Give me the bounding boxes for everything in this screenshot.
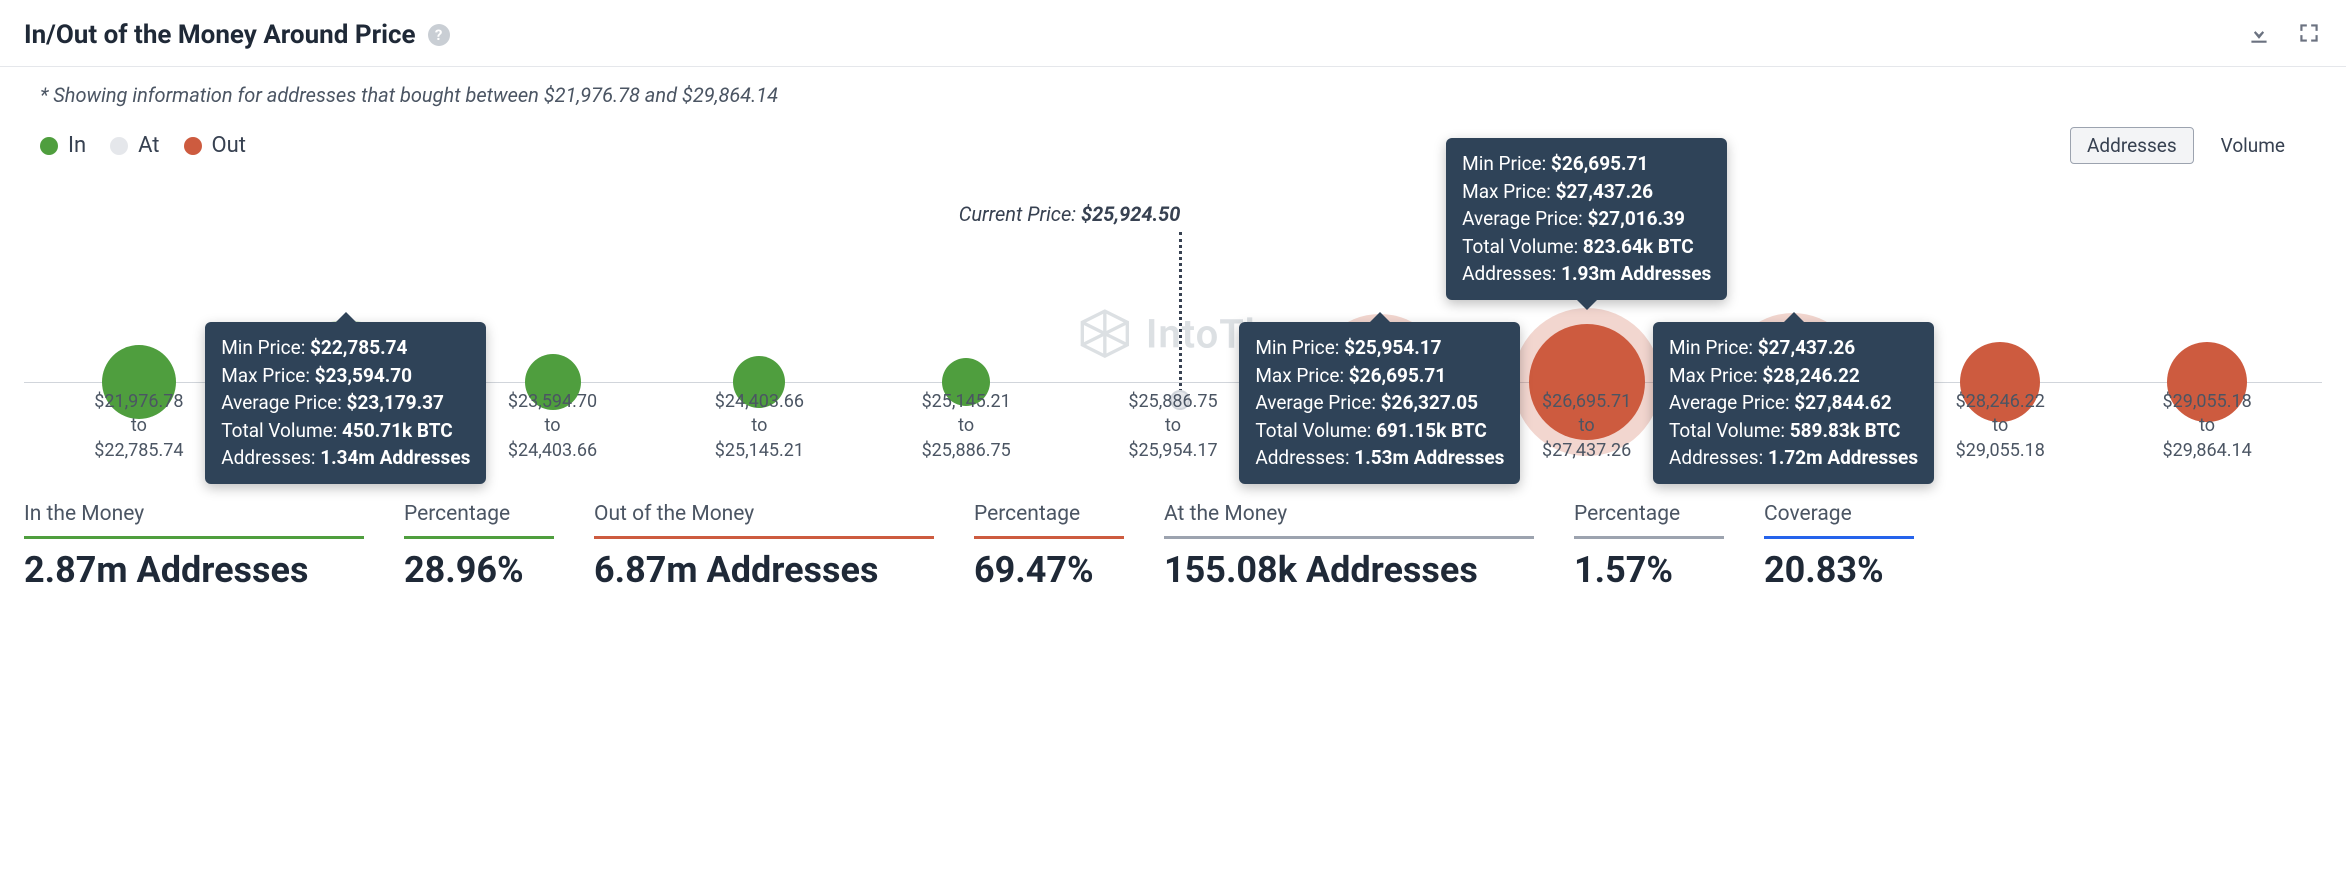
stat-value: 1.57%: [1574, 549, 1724, 591]
stat-value: 28.96%: [404, 549, 554, 591]
legend-item-out[interactable]: Out: [184, 133, 246, 158]
stat: Percentage 28.96%: [404, 502, 554, 591]
xlabel: $24,403.66to$25,145.21: [715, 390, 804, 463]
legend-row: In At Out Addresses Volume: [0, 115, 2346, 172]
tooltip: Min Price: $26,695.71Max Price: $27,437.…: [1446, 138, 1727, 300]
stat: Percentage 69.47%: [974, 502, 1124, 591]
xlabel: $29,055.18to$29,864.14: [2162, 390, 2251, 463]
xlabel: $25,145.21to$25,886.75: [922, 390, 1011, 463]
stat-value: 20.83%: [1764, 549, 1914, 591]
xlabel: $23,594.70to$24,403.66: [508, 390, 597, 463]
xlabel: $26,695.71to$27,437.26: [1542, 390, 1631, 463]
xlabel: $28,246.22to$29,055.18: [1956, 390, 2045, 463]
legend-dot-icon: [40, 137, 58, 155]
help-icon[interactable]: ?: [428, 24, 450, 46]
stat: In the Money 2.87m Addresses: [24, 502, 364, 591]
header: In/Out of the Money Around Price ?: [0, 0, 2346, 67]
stat-label: Percentage: [1574, 502, 1724, 539]
legend-item-in[interactable]: In: [40, 133, 86, 158]
tooltip: Min Price: $27,437.26Max Price: $28,246.…: [1653, 322, 1934, 484]
stat-label: In the Money: [24, 502, 364, 539]
tooltip: Min Price: $25,954.17Max Price: $26,695.…: [1239, 322, 1520, 484]
current-price-label: Current Price: $25,924.50: [959, 202, 1181, 226]
tooltip: Min Price: $22,785.74Max Price: $23,594.…: [205, 322, 486, 484]
stat-label: At the Money: [1164, 502, 1534, 539]
download-icon[interactable]: [2246, 20, 2272, 50]
stat: Percentage 1.57%: [1574, 502, 1724, 591]
legend: In At Out: [40, 133, 246, 158]
expand-icon[interactable]: [2296, 20, 2322, 50]
legend-label: At: [138, 133, 159, 158]
xlabel: $21,976.78to$22,785.74: [94, 390, 183, 463]
legend-dot-icon: [110, 137, 128, 155]
stat-value: 69.47%: [974, 549, 1124, 591]
bubble[interactable]: [644, 172, 874, 382]
stat-label: Percentage: [974, 502, 1124, 539]
current-price-line: [1179, 232, 1182, 392]
stat: Coverage 20.83%: [1764, 502, 1914, 591]
toolbar-icons: [2246, 20, 2322, 50]
xlabel: $25,886.75to$25,954.17: [1128, 390, 1217, 463]
stats-row: In the Money 2.87m Addresses Percentage 28.…: [0, 462, 2346, 615]
legend-label: Out: [212, 133, 246, 158]
legend-item-at[interactable]: At: [110, 133, 159, 158]
toggle-volume[interactable]: Volume: [2204, 127, 2302, 164]
toggle-group: Addresses Volume: [2070, 127, 2302, 164]
stat-value: 155.08k Addresses: [1164, 549, 1534, 591]
legend-label: In: [68, 133, 86, 158]
title-wrap: In/Out of the Money Around Price ?: [24, 20, 450, 50]
stat-value: 6.87m Addresses: [594, 549, 934, 591]
stat-label: Coverage: [1764, 502, 1914, 539]
stat: At the Money 155.08k Addresses: [1164, 502, 1534, 591]
chart-area: IntoTh Current Price: $25,924.50 $21,976…: [24, 172, 2322, 462]
stat-label: Out of the Money: [594, 502, 934, 539]
toggle-addresses[interactable]: Addresses: [2070, 127, 2194, 164]
page-title: In/Out of the Money Around Price: [24, 20, 416, 50]
legend-dot-icon: [184, 137, 202, 155]
stat-label: Percentage: [404, 502, 554, 539]
subtitle: * Showing information for addresses that…: [0, 67, 2346, 115]
stat: Out of the Money 6.87m Addresses: [594, 502, 934, 591]
stat-value: 2.87m Addresses: [24, 549, 364, 591]
bubble[interactable]: [2092, 172, 2322, 382]
